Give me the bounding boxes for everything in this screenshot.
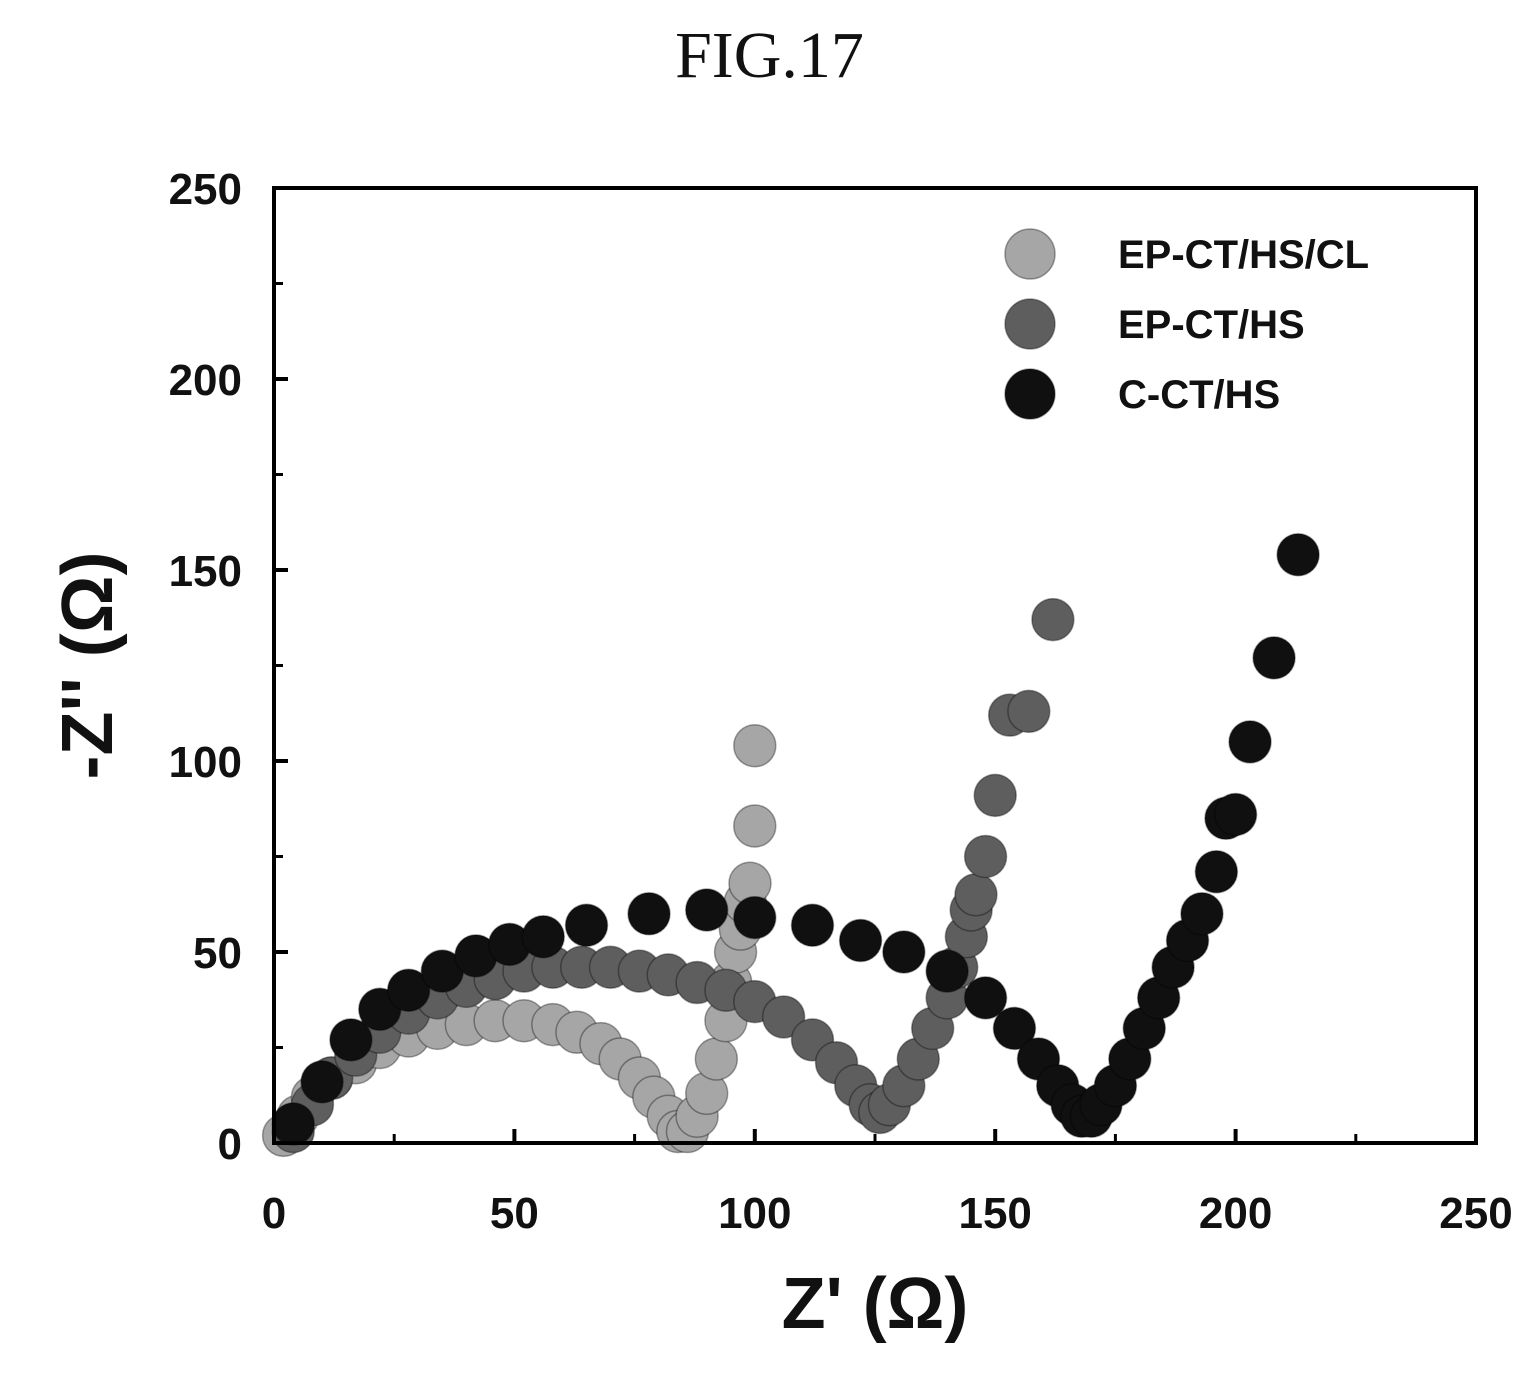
data-point <box>925 949 969 993</box>
y-tick-label: 50 <box>193 929 242 978</box>
data-point <box>1213 792 1258 837</box>
y-tick-label: 100 <box>169 738 242 787</box>
data-point <box>564 903 609 948</box>
data-point <box>1228 720 1272 764</box>
x-tick-label: 200 <box>1199 1189 1272 1238</box>
x-axis-label: Z' (Ω) <box>782 1264 969 1344</box>
y-tick-label: 0 <box>218 1120 242 1169</box>
data-point <box>1194 850 1239 894</box>
y-tick-label: 250 <box>169 165 242 214</box>
data-point <box>954 872 998 917</box>
data-point <box>1031 597 1075 642</box>
legend-marker <box>1004 298 1056 350</box>
data-point <box>694 1037 739 1081</box>
data-point <box>733 895 777 940</box>
x-tick-label: 250 <box>1439 1189 1512 1238</box>
x-tick-label: 50 <box>490 1189 539 1238</box>
y-axis-label: -Z'' (Ω) <box>48 552 128 780</box>
legend-label: EP-CT/HS <box>1118 303 1305 347</box>
data-point <box>1180 892 1224 936</box>
legend-marker <box>1004 228 1056 280</box>
data-point <box>1007 689 1051 734</box>
data-point <box>963 976 1008 1020</box>
data-point <box>627 892 671 936</box>
x-tick-label: 150 <box>958 1189 1031 1238</box>
data-point <box>521 914 565 959</box>
data-point <box>882 930 926 974</box>
y-tick-label: 200 <box>169 356 242 405</box>
data-point <box>300 1060 344 1104</box>
tick-labels: 0 50 100 150 200 250 0 50 100 150 200 250 <box>169 165 1513 1238</box>
data-point <box>992 1006 1037 1051</box>
data-point <box>733 723 777 768</box>
y-tick-label: 150 <box>169 547 242 596</box>
data-point <box>1276 532 1320 577</box>
data-point <box>684 888 729 932</box>
data-point <box>1252 636 1296 680</box>
data-points <box>261 532 1320 1158</box>
data-point <box>271 1102 315 1146</box>
plot-frame <box>272 186 1478 1145</box>
x-tick-label: 0 <box>262 1189 286 1238</box>
series-c-ct-hs <box>271 532 1320 1146</box>
data-point <box>386 968 431 1012</box>
figure-title: FIG.17 <box>675 19 864 92</box>
legend-label: C-CT/HS <box>1118 373 1280 417</box>
legend: EP-CT/HS/CL EP-CT/HS C-CT/HS <box>1004 228 1369 420</box>
data-point <box>838 918 883 963</box>
legend-marker <box>1004 368 1056 420</box>
series-ep-ct-hs <box>271 597 1075 1154</box>
data-point <box>761 995 806 1039</box>
data-point <box>973 773 1017 818</box>
legend-label: EP-CT/HS/CL <box>1118 233 1369 277</box>
data-point <box>963 834 1008 879</box>
data-point <box>329 1018 373 1062</box>
data-point <box>733 804 777 848</box>
x-tick-label: 100 <box>718 1189 791 1238</box>
data-point <box>790 903 835 948</box>
